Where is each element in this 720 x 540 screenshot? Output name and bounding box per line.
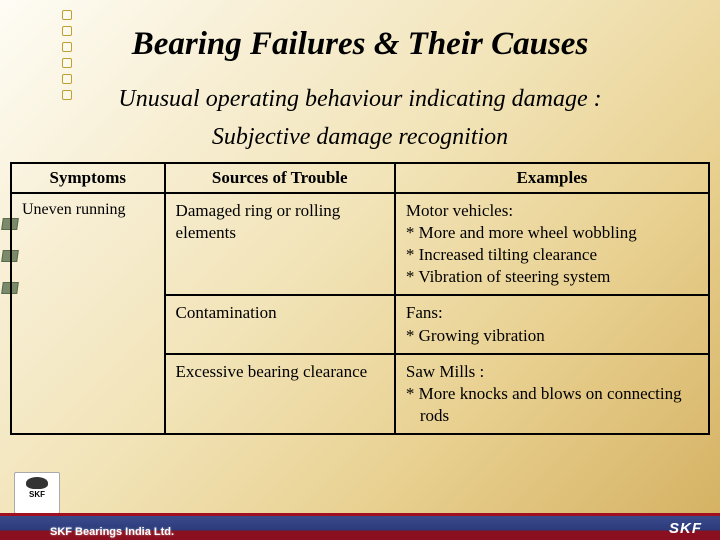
example-title: Fans: (406, 302, 698, 324)
footer-company-text: SKF Bearings India Ltd. (50, 526, 174, 538)
example-item: * Growing vibration (406, 325, 698, 347)
example-title: Motor vehicles: (406, 200, 698, 222)
header-sources: Sources of Trouble (165, 163, 395, 193)
example-item: * More knocks and blows on connecting ro… (406, 383, 698, 427)
header-symptoms: Symptoms (11, 163, 165, 193)
skf-brand-logo: SKF (669, 520, 702, 537)
cell-symptom: Uneven running (11, 193, 165, 434)
example-title: Saw Mills : (406, 361, 698, 383)
cell-source: Excessive bearing clearance (165, 354, 395, 434)
cell-example: Fans:* Growing vibration (395, 295, 709, 353)
damage-table: Symptoms Sources of Trouble Examples Une… (10, 162, 710, 435)
table-header-row: Symptoms Sources of Trouble Examples (11, 163, 709, 193)
cell-example: Saw Mills :* More knocks and blows on co… (395, 354, 709, 434)
example-item: * Vibration of steering system (406, 266, 698, 288)
subtitle-line-1: Unusual operating behaviour indicating d… (0, 86, 720, 113)
subtitle-line-2: Subjective damage recognition (0, 124, 720, 151)
skf-learning-logo: SKF (14, 472, 60, 514)
page-title: Bearing Failures & Their Causes (0, 26, 720, 63)
example-item: * Increased tilting clearance (406, 244, 698, 266)
example-item: * More and more wheel wobbling (406, 222, 698, 244)
header-examples: Examples (395, 163, 709, 193)
table-row: Uneven runningDamaged ring or rolling el… (11, 193, 709, 295)
cell-example: Motor vehicles:* More and more wheel wob… (395, 193, 709, 295)
cell-source: Damaged ring or rolling elements (165, 193, 395, 295)
cell-source: Contamination (165, 295, 395, 353)
footer-bar: SKF Bearings India Ltd. SKF (0, 516, 720, 540)
